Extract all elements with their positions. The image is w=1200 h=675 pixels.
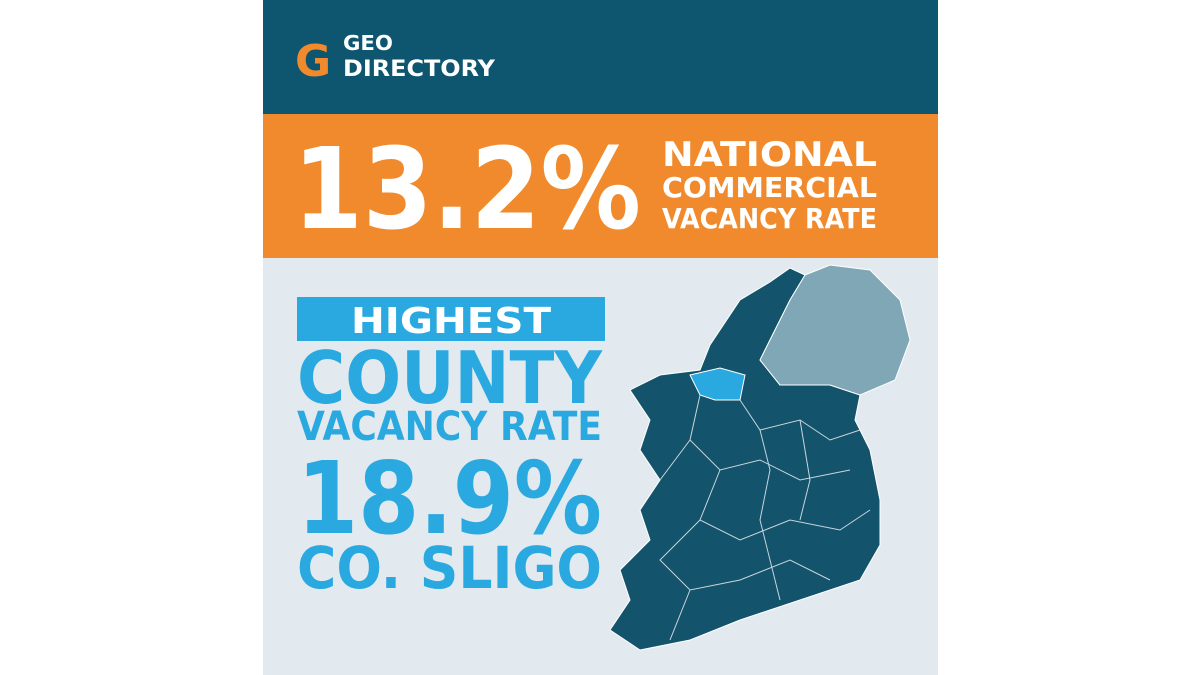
headline-text: NATIONAL — [662, 135, 877, 175]
map-northern-ireland — [759, 264, 911, 396]
badge-text: HIGHEST — [351, 301, 551, 342]
highlight-place: CO. SLIGO — [297, 534, 602, 602]
header-bar — [263, 0, 938, 114]
highlight-figure: 18.9% — [297, 440, 602, 557]
badge — [297, 297, 605, 341]
map — [609, 264, 911, 651]
county-borders — [659, 394, 871, 641]
highlight-text: COUNTY — [297, 336, 603, 420]
logo-text: GEO — [343, 31, 393, 55]
headline-bar — [263, 114, 938, 258]
highlight-text: VACANCY RATE — [297, 404, 602, 450]
headline-text: VACANCY RATE — [662, 202, 877, 235]
headline-figure: 13.2% — [293, 125, 641, 255]
headline-text: COMMERCIAL — [662, 171, 877, 204]
logo-mark: G — [295, 36, 331, 87]
logo-text: DIRECTORY — [343, 57, 496, 82]
